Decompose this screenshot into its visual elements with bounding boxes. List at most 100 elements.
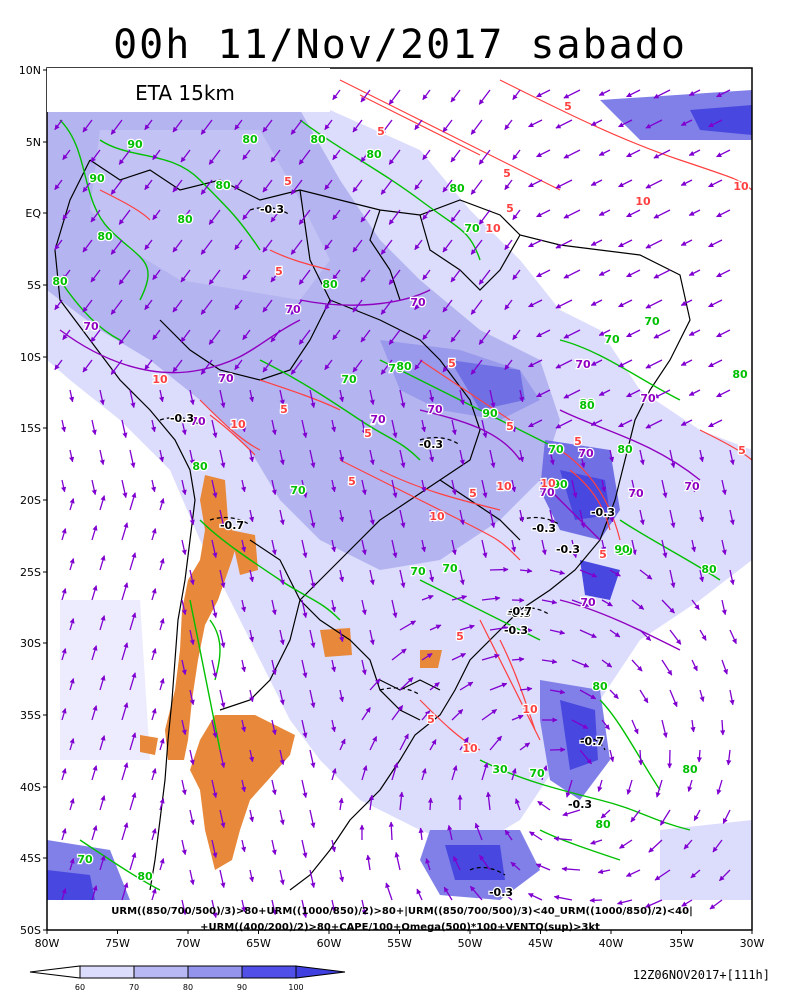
wind-arrow (279, 449, 285, 466)
wind-arrow (528, 359, 543, 368)
wind-arrow (451, 419, 457, 436)
wind-arrow (470, 119, 483, 135)
wind-arrow (422, 269, 431, 281)
wind-arrow (590, 239, 603, 246)
wind-arrow (510, 861, 521, 871)
wind-arrow (598, 389, 611, 396)
wind-arrow (270, 149, 281, 163)
wind-arrow (536, 269, 551, 278)
wind-arrow (208, 209, 221, 225)
wind-arrow (691, 479, 697, 493)
lon-label: 60W (317, 937, 342, 950)
wind-arrow (561, 866, 581, 872)
wind-arrow (129, 732, 137, 751)
wind-arrow (688, 89, 701, 96)
wind-arrow (421, 768, 427, 781)
lat-label: 10N (19, 64, 41, 77)
wind-arrow (609, 689, 619, 700)
wind-arrow (691, 659, 698, 672)
wind-arrow (118, 269, 131, 285)
wind-arrow (429, 682, 440, 691)
wind-arrow (399, 620, 417, 631)
wind-arrow (279, 389, 285, 406)
red-contour-label: 5 (469, 487, 477, 500)
green-contour-label: 80 (137, 870, 153, 883)
wind-arrow (555, 239, 573, 249)
omega-contours (159, 206, 606, 876)
wind-arrow (180, 209, 191, 223)
wind-arrow (54, 359, 63, 371)
wind-arrow (527, 893, 543, 901)
wind-arrow (729, 629, 737, 645)
wind-arrow (481, 762, 489, 781)
wind-arrow (189, 869, 195, 886)
wind-arrow (478, 89, 491, 105)
wind-arrow (388, 821, 394, 841)
green-contour-label: 80 (177, 213, 193, 226)
lat-label: 35S (20, 709, 41, 722)
wind-arrow (414, 299, 423, 311)
wind-arrow (219, 509, 226, 529)
wind-arrow (631, 599, 645, 610)
omega-contour-label: -0.7 (220, 519, 244, 532)
wind-arrow (391, 762, 399, 781)
wind-arrow (565, 779, 573, 798)
wind-arrow (388, 89, 401, 105)
wind-arrow (144, 239, 153, 251)
wind-arrow (645, 179, 663, 189)
lon-label: 35W (669, 937, 694, 950)
wind-arrow (180, 329, 191, 343)
wind-arrow (481, 653, 500, 661)
wind-arrow (399, 677, 414, 691)
wind-arrow (200, 239, 213, 255)
wind-arrow (69, 558, 75, 571)
wind-arrow (369, 678, 381, 691)
wind-arrow (279, 809, 285, 826)
omega-contour-label: -0.3 (419, 438, 443, 451)
wind-arrow (241, 719, 247, 733)
wind-arrow (598, 149, 611, 156)
wind-arrow (399, 733, 409, 751)
wind-arrow (234, 179, 243, 191)
wind-arrow (219, 389, 226, 409)
wind-arrow (129, 552, 137, 571)
wind-arrow (626, 389, 641, 398)
wind-arrow (151, 768, 157, 781)
wind-arrow (563, 389, 581, 399)
wind-arrow (459, 449, 465, 466)
wind-arrow (159, 618, 165, 631)
wind-arrow (301, 419, 308, 439)
purple-contour-label: 70 (218, 372, 234, 385)
wind-arrow (332, 209, 341, 221)
colorbar-cell (133, 965, 189, 979)
wind-arrow (414, 119, 423, 131)
wind-arrow (118, 209, 131, 225)
wind-arrow (69, 738, 75, 751)
wind-arrow (241, 839, 247, 853)
wind-arrow (661, 479, 668, 499)
wind-arrow (211, 839, 218, 859)
wind-arrow (189, 689, 195, 706)
red-contour-label: 5 (599, 548, 607, 561)
wind-arrow (626, 149, 641, 158)
wind-arrow (429, 624, 442, 631)
wind-arrow (451, 653, 467, 661)
wind-arrow (339, 449, 345, 463)
wind-arrow (99, 855, 106, 871)
red-contour-label: 10 (462, 742, 478, 755)
wind-arrow (481, 479, 488, 499)
wind-arrow (563, 269, 581, 279)
wind-arrow (729, 449, 735, 466)
wind-arrow (271, 419, 277, 436)
wind-arrow (716, 779, 723, 795)
wind-arrow (189, 749, 195, 766)
wind-arrow (451, 765, 458, 781)
run-info: 12Z06NOV2017+[111h] (632, 968, 770, 982)
wind-arrow (121, 419, 128, 439)
wind-arrow (639, 689, 649, 704)
wind-arrow (442, 119, 453, 133)
wind-arrow (298, 149, 311, 165)
wind-arrow (638, 749, 644, 766)
green-contour-label: 80 (215, 179, 231, 192)
wind-arrow (262, 359, 273, 373)
